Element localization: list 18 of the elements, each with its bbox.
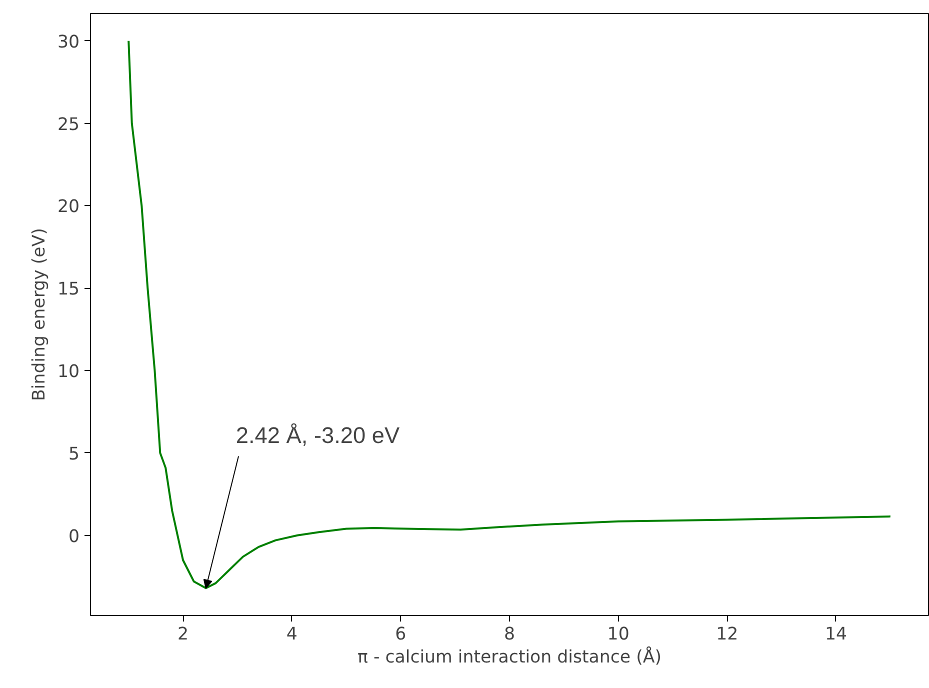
x-tick-label: 2 xyxy=(177,624,189,644)
y-tick-label: 20 xyxy=(57,197,80,218)
x-tick-label: 8 xyxy=(504,624,516,644)
y-tick-label: 25 xyxy=(57,114,80,135)
line-series xyxy=(128,40,892,590)
x-axis-title: π - calcium interaction distance (Å) xyxy=(358,646,662,668)
x-tick-label: 4 xyxy=(286,624,298,644)
y-tick-label: 10 xyxy=(57,362,80,382)
y-tick-label: 30 xyxy=(57,32,80,52)
y-tick-label: 5 xyxy=(68,444,80,464)
x-tick-label: 14 xyxy=(824,624,848,644)
y-tick-label: 15 xyxy=(57,280,80,300)
x-tick-label: 10 xyxy=(607,624,630,644)
x-tick-label: 12 xyxy=(716,624,738,644)
x-tick-label: 6 xyxy=(395,624,406,644)
y-axis-title: Binding energy (eV) xyxy=(29,228,50,401)
y-tick-label: 0 xyxy=(68,526,80,547)
annotation: 2.42 Å, -3.20 eV xyxy=(236,422,400,448)
